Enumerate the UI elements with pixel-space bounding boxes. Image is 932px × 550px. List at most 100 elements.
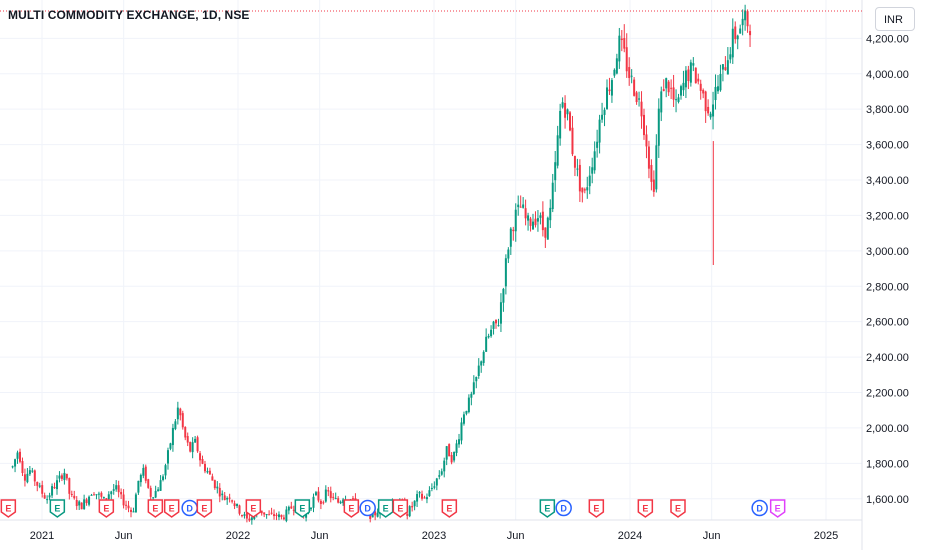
candle-body <box>566 109 569 115</box>
earnings-event-marker[interactable]: E <box>670 499 686 518</box>
earnings-event-marker[interactable]: E <box>588 499 605 518</box>
candle-body <box>164 465 167 476</box>
earnings-event-marker[interactable]: E <box>147 499 164 518</box>
candle-body <box>603 109 606 115</box>
earnings-event-marker[interactable]: E <box>539 499 556 518</box>
candle-body <box>689 62 692 83</box>
candle-body <box>122 494 125 506</box>
candle-body <box>263 512 266 515</box>
candle-body <box>675 99 678 101</box>
candle-body <box>371 512 374 518</box>
candle-body <box>100 492 103 497</box>
candle-body <box>265 514 268 516</box>
y-tick-label: 3,800.00 <box>866 104 909 116</box>
candle-body <box>31 470 34 472</box>
candle-body <box>687 69 690 81</box>
candle-body <box>105 498 108 500</box>
dividend-event-marker[interactable]: D <box>181 499 198 517</box>
candle-body <box>702 89 705 94</box>
candle-body <box>250 517 253 521</box>
candle-body <box>48 495 51 498</box>
earnings-event-marker[interactable]: E <box>0 499 17 518</box>
earnings-event-marker[interactable]: E <box>49 499 66 518</box>
candle-body <box>549 207 552 221</box>
candle-body <box>310 507 313 510</box>
candle-body <box>157 489 160 492</box>
earnings-event-marker[interactable]: E <box>392 499 409 518</box>
candle-body <box>218 487 221 497</box>
event-letter: E <box>250 504 256 514</box>
earnings-badge-shape <box>670 499 686 518</box>
candle-body <box>458 439 461 445</box>
earnings-event-marker[interactable]: E <box>98 499 115 518</box>
candle-body <box>73 495 76 499</box>
candle-body <box>544 227 547 238</box>
candle-body <box>191 442 194 453</box>
candle-body <box>610 80 613 96</box>
candle-body <box>174 421 177 430</box>
earnings-event-marker[interactable]: E <box>769 499 786 518</box>
candle-body <box>586 187 589 191</box>
candle-body <box>110 491 113 495</box>
candle-body <box>425 497 428 500</box>
candle-body <box>290 506 293 509</box>
candle-body <box>704 91 707 112</box>
event-letter: D <box>364 504 371 514</box>
candle-body <box>144 466 147 481</box>
candle-body <box>716 86 719 92</box>
x-tick-label: 2021 <box>30 530 54 542</box>
candle-body <box>78 501 81 506</box>
candle-body <box>107 494 110 499</box>
earnings-event-marker[interactable]: E <box>441 499 458 518</box>
x-tick-label: 2024 <box>618 530 642 542</box>
earnings-event-marker[interactable]: E <box>637 499 654 518</box>
candle-body <box>23 474 26 481</box>
y-tick-label: 1,600.00 <box>866 494 909 506</box>
candle-body <box>413 500 416 507</box>
candle-body <box>608 89 611 92</box>
candle-body <box>556 135 559 166</box>
dividend-event-marker[interactable]: D <box>751 499 768 517</box>
candle-body <box>652 179 655 192</box>
dividend-badge-shape <box>751 499 768 517</box>
candle-body <box>591 167 594 174</box>
candle-body <box>416 494 419 502</box>
candle-body <box>43 495 46 499</box>
event-letter: E <box>348 504 354 514</box>
currency-selector[interactable]: INR <box>875 7 915 31</box>
candle-body <box>238 505 241 514</box>
event-letter: E <box>593 504 599 514</box>
candle-body <box>739 28 742 34</box>
candle-body <box>147 479 150 488</box>
candle-body <box>38 485 41 487</box>
candle-body <box>282 517 285 520</box>
earnings-event-marker[interactable]: E <box>377 499 394 518</box>
dividend-event-marker[interactable]: D <box>359 499 376 517</box>
candle-body <box>682 82 685 91</box>
event-letter: E <box>103 504 109 514</box>
earnings-badge-shape <box>245 499 262 518</box>
event-letter: E <box>544 504 550 514</box>
candle-body <box>583 189 586 191</box>
dividend-event-marker[interactable]: D <box>555 499 572 517</box>
earnings-event-marker[interactable]: E <box>196 499 213 518</box>
candle-body <box>450 455 453 463</box>
candle-body <box>657 108 660 146</box>
y-tick-label: 2,600.00 <box>866 317 909 329</box>
earnings-event-marker[interactable]: E <box>245 499 262 518</box>
candle-body <box>137 480 140 493</box>
earnings-event-marker[interactable]: E <box>294 499 311 518</box>
earnings-badge-shape <box>0 499 17 518</box>
candle-body <box>201 459 204 464</box>
earnings-event-marker[interactable]: E <box>343 499 360 518</box>
candle-body <box>240 515 243 517</box>
y-tick-label: 3,200.00 <box>866 210 909 222</box>
earnings-event-marker[interactable]: E <box>163 499 180 518</box>
candle-body <box>196 437 199 452</box>
event-letter: D <box>560 504 567 514</box>
event-letter: E <box>383 504 389 514</box>
candle-body <box>159 480 162 491</box>
candle-body <box>559 110 562 139</box>
